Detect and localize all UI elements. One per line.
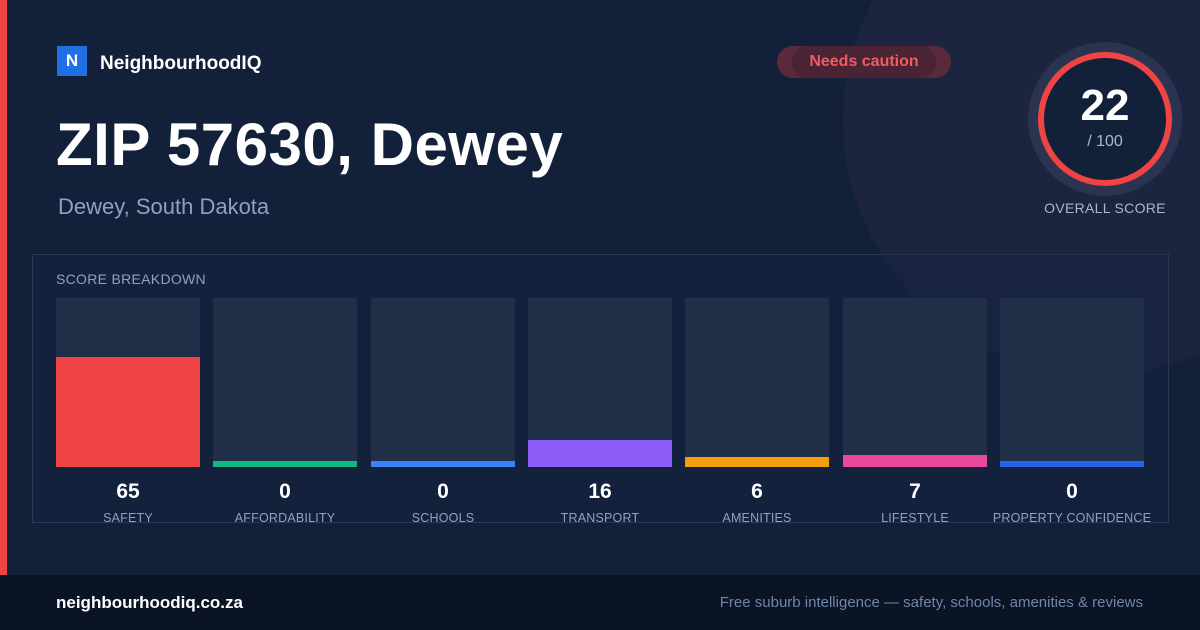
score-bar-track xyxy=(528,298,672,467)
score-bar-fill xyxy=(1000,461,1144,467)
score-bar-track xyxy=(1000,298,1144,467)
page-title: ZIP 57630, Dewey xyxy=(56,111,564,178)
brand-logo-icon: N xyxy=(57,46,87,76)
score-bar-fill xyxy=(843,455,987,467)
overall-score-max: / 100 xyxy=(1087,133,1123,150)
score-bar-value: 0 xyxy=(1066,480,1078,503)
score-bar-label: SCHOOLS xyxy=(411,511,475,525)
score-bar-value: 65 xyxy=(116,480,140,503)
brand[interactable]: N NeighbourhoodIQ xyxy=(57,46,261,76)
overall-score-value: 22 xyxy=(1080,81,1130,130)
score-bar-label: TRANSPORT xyxy=(560,511,640,525)
accent-stripe xyxy=(0,0,7,575)
score-bar-value: 6 xyxy=(751,480,763,503)
score-bar-track xyxy=(56,298,200,467)
score-bar-label: SAFETY xyxy=(103,511,153,525)
overall-score-caption: OVERALL SCORE xyxy=(1044,200,1166,216)
footer-tagline: Free suburb intelligence — safety, schoo… xyxy=(719,594,1143,611)
score-bar-lifestyle: 7 LIFESTYLE xyxy=(843,298,987,525)
score-bar-amenities: 6 AMENITIES xyxy=(685,298,829,525)
location-subtitle: Dewey, South Dakota xyxy=(58,194,270,219)
score-bar-safety: 65 SAFETY xyxy=(56,298,200,525)
score-bar-label: PROPERTY CONFIDENCE xyxy=(992,511,1152,525)
footer-domain-link[interactable]: neighbourhoodiq.co.za xyxy=(56,593,243,612)
score-bar-value: 7 xyxy=(909,480,921,503)
score-bar-schools: 0 SCHOOLS xyxy=(371,298,515,525)
overall-score-ring xyxy=(1038,52,1172,186)
score-bar-property-confidence: 0 PROPERTY CONFIDENCE xyxy=(993,298,1151,525)
footer: neighbourhoodiq.co.za Free suburb intell… xyxy=(0,575,1200,630)
score-bar-fill xyxy=(56,357,200,467)
score-bar-track xyxy=(213,298,357,467)
score-bar-affordability: 0 AFFORDABILITY xyxy=(213,298,357,525)
score-bar-label: AMENITIES xyxy=(722,511,792,525)
score-bar-track xyxy=(371,298,515,467)
score-bar-track xyxy=(843,298,987,467)
status-badge: Needs caution xyxy=(777,46,951,78)
score-bar-track xyxy=(685,298,829,467)
score-breakdown-title: SCORE BREAKDOWN xyxy=(56,271,206,287)
score-bar-label: LIFESTYLE xyxy=(881,511,949,525)
score-bar-fill xyxy=(371,461,515,467)
score-bar-value: 16 xyxy=(588,480,612,503)
score-bar-fill xyxy=(528,440,672,467)
score-bar-label: AFFORDABILITY xyxy=(234,511,336,525)
score-bar-fill xyxy=(213,461,357,467)
score-bar-fill xyxy=(685,457,829,467)
score-bar-value: 0 xyxy=(279,480,291,503)
score-bar-value: 0 xyxy=(437,480,449,503)
score-bar-transport: 16 TRANSPORT xyxy=(528,298,672,525)
brand-name: NeighbourhoodIQ xyxy=(100,53,262,74)
